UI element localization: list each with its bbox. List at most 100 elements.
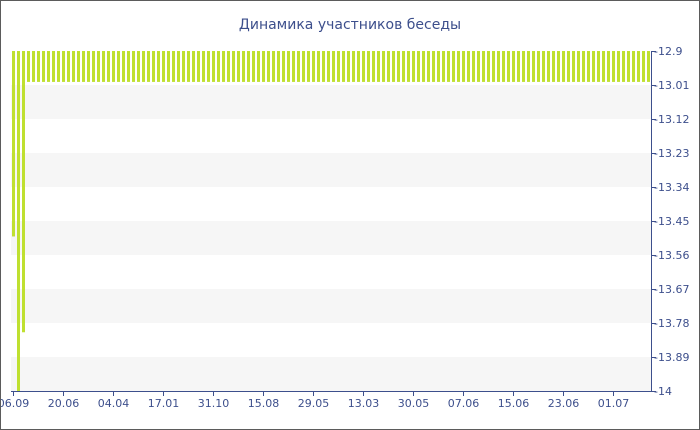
bar [47,51,50,82]
bar [357,51,360,82]
bar [172,51,175,82]
bar-series [12,51,650,391]
bar [287,51,290,82]
bar [457,51,460,82]
chart-title: Динамика участников беседы [239,17,461,33]
grid-band [11,357,651,391]
bar [87,51,90,82]
bar [137,51,140,82]
bar [637,51,640,82]
bar [212,51,215,82]
y-tick-label: -13.34 [654,181,689,194]
x-axis-ticks: 06.09 20.06 04.04 17.01 31.10 15.08 29.05 13.03… [1,391,629,410]
bar [217,51,220,82]
bar [597,51,600,82]
bar [477,51,480,82]
y-tick-label: -13.23 [654,147,689,160]
bar [577,51,580,82]
bar [587,51,590,82]
bar [512,51,515,82]
x-tick-label: 30.05 [398,397,430,410]
bar [417,51,420,82]
x-tick-label: 20.06 [48,397,80,410]
bar [197,51,200,82]
bar [142,51,145,82]
bar [472,51,475,82]
bar [192,51,195,82]
bar [547,51,550,82]
y-tick-label: -12.9 [654,45,682,58]
bar [382,51,385,82]
bar [332,51,335,82]
bar [302,51,305,82]
bar [582,51,585,82]
bar [347,51,350,82]
bar [337,51,340,82]
bar [402,51,405,82]
bar [312,51,315,82]
bar [22,51,25,333]
bar [542,51,545,82]
bar [502,51,505,82]
bar [67,51,70,82]
bar [62,51,65,82]
bar [327,51,330,82]
bar [127,51,130,82]
bar [177,51,180,82]
bar [447,51,450,82]
y-tick-label: -13.01 [654,79,689,92]
bar [492,51,495,82]
x-tick-label: 15.08 [248,397,280,410]
x-tick-label: 01.07 [598,397,630,410]
y-tick-label: -14 [654,385,672,398]
bar [232,51,235,82]
bar [452,51,455,82]
bar [527,51,530,82]
bar [227,51,230,82]
bar [17,51,20,391]
bar [282,51,285,82]
bar [297,51,300,82]
bar [32,51,35,82]
bar [647,51,650,82]
bar [602,51,605,82]
bar [422,51,425,82]
bar [107,51,110,82]
y-tick-label: -13.67 [654,283,689,296]
bar [42,51,45,82]
bar [57,51,60,82]
bar [517,51,520,82]
bar [152,51,155,82]
bar [317,51,320,82]
bar [387,51,390,82]
x-tick-label: 06.09 [1,397,29,410]
y-tick-label: -13.78 [654,317,689,330]
bar [117,51,120,82]
bar [157,51,160,82]
bar [307,51,310,82]
grid-band [11,85,651,119]
bar [242,51,245,82]
bar [537,51,540,82]
bar [167,51,170,82]
grid-band [11,221,651,255]
bar [132,51,135,82]
bar [562,51,565,82]
bar [507,51,510,82]
bar [392,51,395,82]
bar [202,51,205,82]
bar [222,51,225,82]
x-tick-label: 23.06 [548,397,580,410]
bar [97,51,100,82]
bar [532,51,535,82]
bar [122,51,125,82]
bar [612,51,615,82]
grid-band [11,153,651,187]
y-axis-ticks: -12.9 -13.01 -13.12 -13.23 -13.34 -13.45 -13.5… [651,45,689,398]
bar [77,51,80,82]
bar [162,51,165,82]
bar [642,51,645,82]
bar [257,51,260,82]
